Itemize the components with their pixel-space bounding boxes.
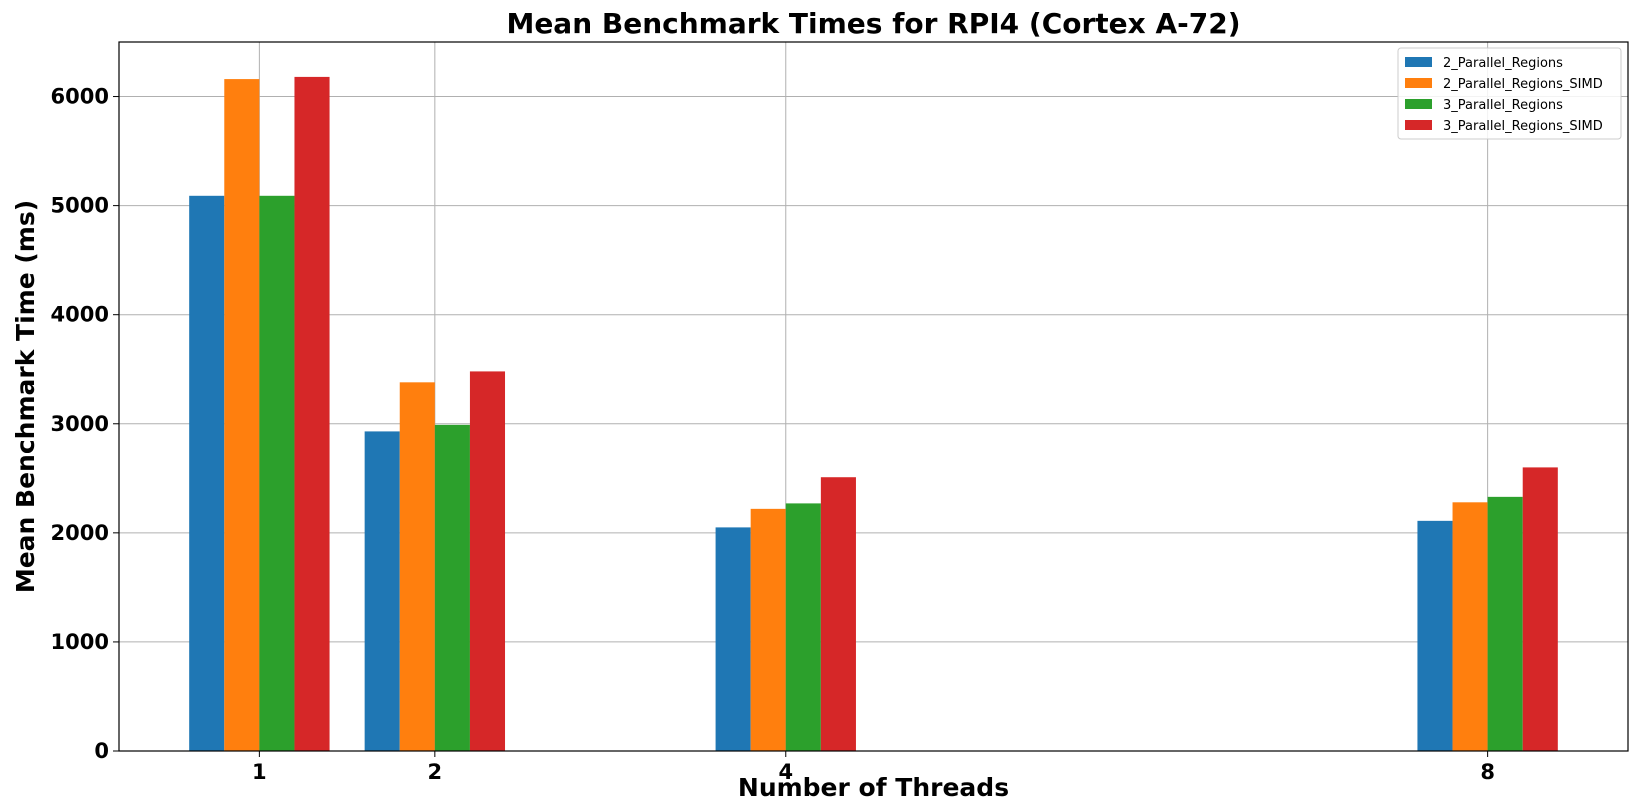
legend-label: 2_Parallel_Regions: [1443, 56, 1563, 71]
y-tick-label: 0: [94, 739, 109, 763]
bar: [259, 195, 295, 751]
legend-swatch: [1405, 78, 1432, 88]
y-tick-label: 1000: [51, 630, 109, 654]
y-tick-label: 6000: [51, 85, 109, 109]
legend-swatch: [1405, 57, 1432, 67]
legend-label: 3_Parallel_Regions_SIMD: [1443, 119, 1603, 134]
plot-frame: [118, 41, 1629, 752]
y-tick-label: 4000: [51, 303, 109, 327]
bars: [189, 76, 1558, 752]
bar: [434, 424, 470, 751]
y-tick-label: 2000: [51, 521, 109, 545]
bar: [750, 508, 786, 751]
bar: [1417, 520, 1453, 751]
grid: [119, 42, 1628, 752]
x-ticks: 1 2 4 8: [252, 751, 1495, 784]
bar: [294, 76, 330, 752]
y-tick-label: 5000: [51, 194, 109, 218]
legend-swatch: [1405, 99, 1432, 109]
bar: [1522, 467, 1558, 751]
x-tick-label: 1: [252, 760, 267, 784]
bar: [364, 431, 400, 751]
bar: [399, 382, 435, 751]
y-ticks: 0 1000 2000 3000 4000 5000 6000: [51, 85, 119, 763]
bar: [189, 195, 225, 751]
bar: [715, 527, 751, 751]
y-tick-label: 3000: [51, 412, 109, 436]
bar: [820, 477, 856, 751]
bar: [224, 79, 260, 751]
legend-swatch: [1405, 120, 1432, 130]
x-tick-label: 2: [428, 760, 443, 784]
bar: [1452, 502, 1488, 751]
x-axis-label: Number of Threads: [738, 773, 1009, 802]
bar: [785, 503, 821, 751]
y-axis-label: Mean Benchmark Time (ms): [11, 200, 40, 593]
x-tick-label: 8: [1480, 760, 1495, 784]
bar: [469, 371, 506, 751]
legend-box: [1397, 47, 1622, 140]
legend: 2_Parallel_Regions 2_Parallel_Regions_SIM…: [1397, 47, 1622, 140]
legend-label: 2_Parallel_Regions_SIMD: [1443, 77, 1603, 92]
bar: [1487, 496, 1523, 751]
chart-title: Mean Benchmark Times for RPI4 (Cortex A-…: [506, 7, 1240, 40]
legend-label: 3_Parallel_Regions: [1443, 98, 1563, 113]
x-tick-label: 4: [778, 760, 793, 784]
